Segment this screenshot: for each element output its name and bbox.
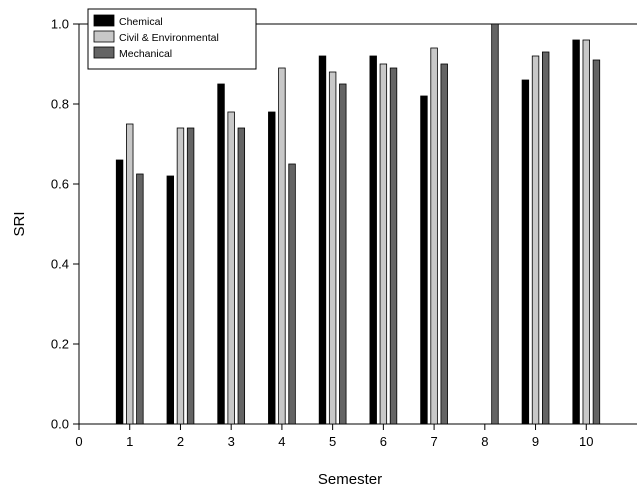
bar-chemical-semester-6 bbox=[369, 55, 377, 425]
bar-mechanical-semester-4 bbox=[288, 163, 296, 425]
y-tick-label: 0.0 bbox=[51, 417, 69, 432]
bar-chemical-semester-5 bbox=[318, 55, 327, 425]
bar-mechanical-semester-6 bbox=[389, 67, 398, 425]
x-ticks-group: 0 1 2 3 4 5 6 7 8 9 10 bbox=[75, 424, 594, 449]
bar-chemical-semester-4 bbox=[268, 111, 276, 425]
bar-mechanical-semester-8 bbox=[491, 23, 499, 425]
bar-civil-environmental-semester-1 bbox=[126, 123, 134, 425]
bar-mechanical-semester-9 bbox=[541, 51, 550, 425]
legend-box bbox=[87, 8, 257, 70]
bar-civil-environmental-semester-10 bbox=[582, 39, 590, 425]
y-tick-label: 1.0 bbox=[51, 17, 69, 32]
x-tick-label: 2 bbox=[177, 434, 184, 449]
bar-civil-environmental-semester-7 bbox=[430, 47, 438, 425]
bar-chemical-semester-7 bbox=[420, 95, 428, 425]
bar-mechanical-semester-3 bbox=[237, 127, 246, 425]
x-tick-label: 5 bbox=[329, 434, 336, 449]
bar-chemical-semester-3 bbox=[217, 83, 225, 425]
bar-chemical-semester-10 bbox=[572, 39, 580, 425]
bar-chemical-semester-9 bbox=[521, 79, 530, 425]
y-tick-label: 0.6 bbox=[51, 177, 69, 192]
x-tick-label: 3 bbox=[228, 434, 235, 449]
y-tick-label: 0.8 bbox=[51, 97, 69, 112]
legend-swatch bbox=[93, 30, 115, 43]
bar-mechanical-semester-5 bbox=[339, 83, 347, 425]
x-tick-label: 4 bbox=[278, 434, 285, 449]
x-tick-label: 0 bbox=[75, 434, 82, 449]
bar-civil-environmental-semester-3 bbox=[227, 111, 235, 425]
bar-chemical-semester-2 bbox=[166, 175, 175, 425]
legend-label: Mechanical bbox=[119, 48, 172, 60]
bar-mechanical-semester-2 bbox=[186, 127, 195, 425]
x-tick-label: 9 bbox=[532, 434, 539, 449]
x-tick-label: 1 bbox=[126, 434, 133, 449]
bar-mechanical-semester-7 bbox=[440, 63, 448, 425]
legend-swatch bbox=[93, 14, 115, 27]
legend-label: Chemical bbox=[119, 16, 163, 28]
x-tick-label: 10 bbox=[579, 434, 593, 449]
x-tick-label: 7 bbox=[430, 434, 437, 449]
bar-chemical-semester-1 bbox=[115, 159, 124, 425]
legend-swatch bbox=[93, 46, 115, 59]
bar-civil-environmental-semester-5 bbox=[328, 71, 337, 425]
y-ticks-group: 0.0 0.2 0.4 0.6 0.8 1.0 bbox=[51, 17, 79, 432]
x-tick-label: 6 bbox=[380, 434, 387, 449]
bars-group bbox=[115, 23, 601, 425]
x-tick-label: 8 bbox=[481, 434, 488, 449]
bar-civil-environmental-semester-9 bbox=[531, 55, 540, 425]
bar-civil-environmental-semester-6 bbox=[379, 63, 388, 425]
x-axis-title: Semester bbox=[318, 471, 382, 488]
y-tick-label: 0.4 bbox=[51, 257, 69, 272]
bar-mechanical-semester-10 bbox=[592, 59, 601, 425]
y-tick-label: 0.2 bbox=[51, 337, 69, 352]
legend: Chemical Civil & Environmental Mechanical bbox=[87, 8, 257, 70]
bar-mechanical-semester-1 bbox=[136, 173, 144, 425]
legend-label: Civil & Environmental bbox=[119, 32, 219, 44]
plot-area bbox=[78, 23, 637, 425]
y-axis-title: SRI bbox=[11, 211, 28, 236]
bar-civil-environmental-semester-2 bbox=[176, 127, 185, 425]
bar-civil-environmental-semester-4 bbox=[278, 67, 286, 425]
